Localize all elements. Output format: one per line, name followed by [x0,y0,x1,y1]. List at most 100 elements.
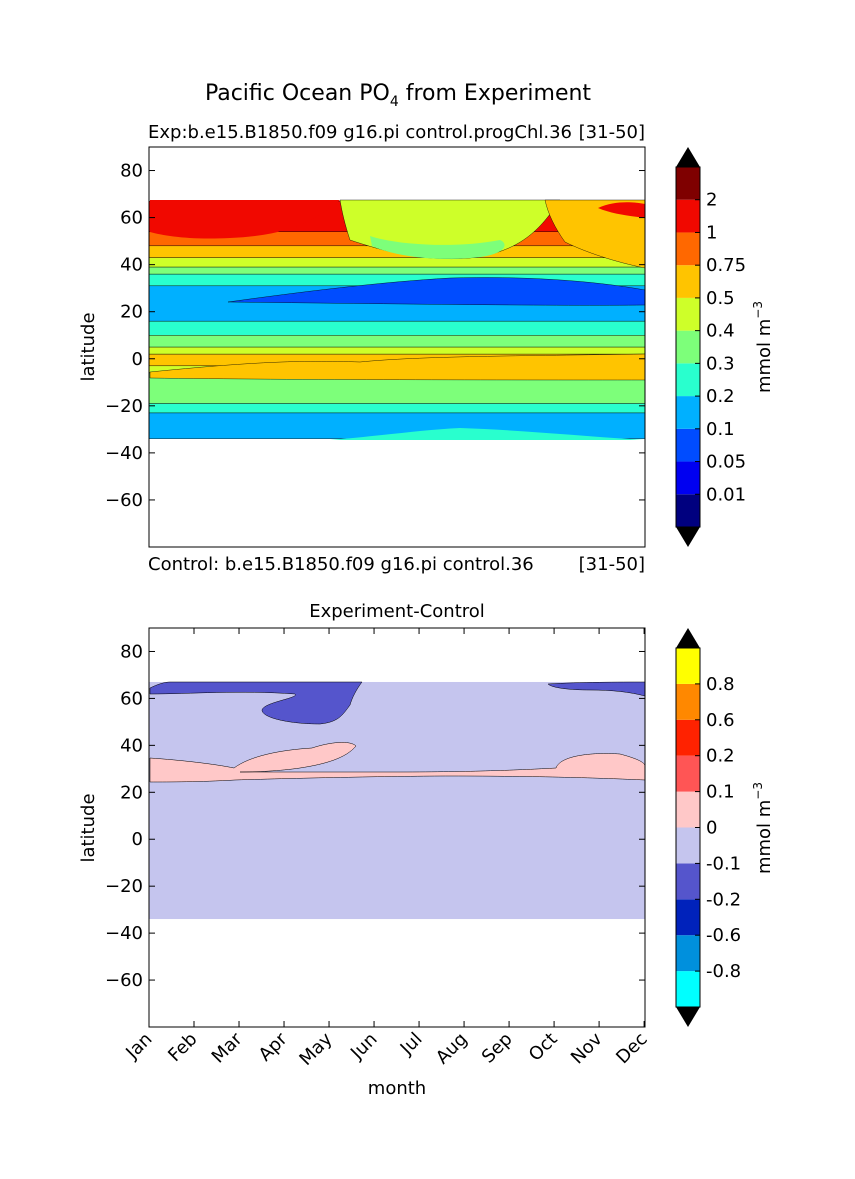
top-ytick-label-7: −60 [105,490,143,511]
bottom-xtick-label-0: Jan [121,1029,156,1064]
bottom-panel: Experiment-Control 80 60 40 20 0 −20 −40 −60 Ja… [78,601,775,1099]
top-panel-title-right: [31-50] [579,122,645,143]
top-colorbar-tick-label-7: 0.75 [706,255,746,276]
top-colorbar-tick-label-3: 0.2 [706,386,735,407]
bottom-colorbar-segment-7 [676,719,700,756]
bottom-colorbar-tick-label-2: -0.2 [706,889,741,910]
bottom-panel-title: Experiment-Control [309,601,485,622]
top-colorbar-segment-9 [676,199,700,233]
bottom-positive-anomaly-band [149,742,646,783]
top-panel-control-years: [31-50] [579,554,645,575]
bottom-colorbar-segment-6 [676,755,700,792]
top-colorbar-segment-4 [676,363,700,397]
bottom-colorbar-segment-5 [676,791,700,828]
top-colorbar-tick-label-2: 0.1 [706,419,735,440]
top-colorbar-segment-8 [676,232,700,266]
top-panel-ylabel: latitude [78,312,99,381]
bottom-colorbar-tick-label-5: 0.1 [706,782,735,803]
top-colorbar-tick-label-6: 0.5 [706,288,735,309]
top-band-1 [148,403,646,414]
bottom-panel-xlabel: month [368,1078,426,1099]
bottom-panel-axes-frame [148,627,646,1028]
bottom-xtick-label-8: Sep [478,1029,517,1068]
bottom-xtick-label-6: Jul [396,1029,427,1060]
bottom-colorbar-tick-label-8: 0.8 [706,674,735,695]
top-colorbar-tick-label-0: 0.01 [706,484,746,505]
bottom-colorbar-tick-label-1: -0.6 [706,925,741,946]
bottom-xtick-label-2: Mar [208,1028,247,1067]
top-colorbar-label: mmol m−3 [751,301,775,393]
top-colorbar-segment-3 [676,396,700,429]
bottom-panel-ylabel: latitude [78,793,99,862]
top-colorbar-tick-label-5: 0.4 [706,321,735,342]
top-panel: Exp:b.e15.B1850.f09 g16.pi control.progC… [78,122,775,575]
top-ytick-label-3: 20 [120,302,143,323]
bottom-xtick-label-3: Apr [255,1028,292,1065]
bottom-ytick-label-3: 20 [120,782,143,803]
bottom-ytick-label-7: −60 [105,970,143,991]
top-ytick-label-6: −40 [105,443,143,464]
top-low-po4-core [227,277,646,306]
top-autumn-red-patch [598,202,645,218]
bottom-panel-y-axis: 80 60 40 20 0 −20 −40 −60 [105,641,645,991]
top-south-cyan-patch [330,428,645,440]
bottom-colorbar-tick-label-3: -0.1 [706,853,741,874]
top-band-10 [148,266,646,275]
top-colorbar: 0.01 0.05 0.1 0.2 0.3 0.4 0.5 0.75 1 2 [675,147,746,547]
bottom-xtick-label-7: Aug [432,1029,472,1069]
top-autumn-orange-patch [544,199,646,269]
top-colorbar-tick-label-1: 0.05 [706,452,746,473]
top-colorbar-tick-label-4: 0.3 [706,353,735,374]
bottom-colorbar-tick-label-7: 0.6 [706,710,735,731]
figure-title: Pacific Ocean PO4 from Experiment [205,81,591,110]
bottom-negative-anomaly-dec [547,681,646,697]
bottom-colorbar-tick-label-0: -0.8 [706,961,741,982]
top-band-7 [148,320,646,336]
top-panel-y-axis: 80 60 40 20 0 −20 −40 −60 [105,161,645,511]
top-ytick-label-2: 40 [120,255,143,276]
top-band-11 [148,257,646,268]
top-colorbar-segment-0 [676,494,700,527]
top-colorbar-segment-10 [676,167,700,200]
top-ytick-label-1: 60 [120,208,143,229]
bottom-negative-anomaly-north [149,681,363,725]
bottom-colorbar-segment-0 [676,971,700,1007]
bottom-colorbar-segment-1 [676,935,700,972]
bottom-xtick-label-9: Oct [525,1029,562,1066]
bottom-colorbar-extend-low [676,1007,700,1027]
top-red-plume [150,200,340,239]
top-colorbar-segment-6 [676,297,700,331]
top-colorbar-extend-low [676,527,700,547]
top-colorbar-segment-5 [676,330,700,364]
bottom-xtick-label-10: Nov [567,1028,607,1068]
top-panel-axes-frame [148,146,646,548]
top-colorbar-segment-1 [676,461,700,495]
bottom-ytick-label-2: 40 [120,735,143,756]
top-colorbar-frame [675,166,701,528]
top-panel-control-label: Control: b.e15.B1850.f09 g16.pi control.… [148,554,534,575]
top-colorbar-tick-label-9: 2 [706,190,717,211]
top-colorbar-extend-high [676,147,700,167]
top-colorbar-tick-label-8: 1 [706,222,717,243]
bottom-colorbar-tick-label-4: 0 [706,818,717,839]
bottom-ytick-label-1: 60 [120,688,143,709]
bottom-ytick-label-6: −40 [105,923,143,944]
top-equator-orange-patch [149,353,646,381]
top-summer-green-patch [370,236,505,259]
bottom-ytick-label-5: −20 [105,876,143,897]
top-panel-contour-overlays [149,199,646,440]
top-panel-title-left: Exp:b.e15.B1850.f09 g16.pi control.progC… [148,122,572,143]
bottom-xtick-label-11: Dec [612,1029,651,1068]
top-ytick-label-5: −20 [105,396,143,417]
bottom-panel-contour-overlays [149,681,646,783]
bottom-colorbar-extend-high [676,628,700,648]
top-band-6 [148,335,646,348]
bottom-xtick-label-1: Feb [164,1029,201,1066]
bottom-colorbar-segment-2 [676,899,700,936]
top-band-5 [148,346,646,355]
top-colorbar-segment-7 [676,265,700,298]
top-ytick-label-4: 0 [132,349,143,370]
bottom-colorbar-segment-8 [676,683,700,720]
bottom-panel-field [149,681,645,920]
